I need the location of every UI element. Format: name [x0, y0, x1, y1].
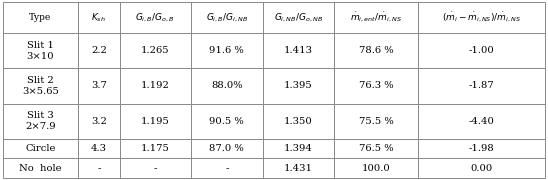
Text: 1.192: 1.192 [141, 82, 170, 91]
Text: $K_{sh}$: $K_{sh}$ [92, 11, 106, 24]
Text: -1.98: -1.98 [469, 144, 495, 153]
Text: 2.2: 2.2 [91, 46, 107, 55]
Text: 0.00: 0.00 [471, 164, 493, 173]
Text: 90.5 %: 90.5 % [209, 117, 244, 126]
Text: -1.00: -1.00 [469, 46, 495, 55]
Text: $\dot{m}_{i,ent}/\dot{m}_{i,NS}$: $\dot{m}_{i,ent}/\dot{m}_{i,NS}$ [350, 11, 402, 24]
Text: -: - [225, 164, 229, 173]
Text: $G_{i,NB}/G_{o,NB}$: $G_{i,NB}/G_{o,NB}$ [274, 11, 323, 24]
Text: Slit 1
3×10: Slit 1 3×10 [27, 41, 54, 61]
Text: 1.431: 1.431 [284, 164, 313, 173]
Text: Slit 2
3×5.65: Slit 2 3×5.65 [22, 76, 59, 96]
Text: -: - [153, 164, 157, 173]
Text: Type: Type [29, 13, 52, 22]
Text: 88.0%: 88.0% [211, 82, 243, 91]
Text: No  hole: No hole [19, 164, 62, 173]
Text: $G_{i,B}/G_{i,NB}$: $G_{i,B}/G_{i,NB}$ [206, 11, 248, 24]
Text: 78.6 %: 78.6 % [359, 46, 393, 55]
Text: 3.7: 3.7 [91, 82, 107, 91]
Text: $(\dot{m}_i-\dot{m}_{i,NS})/\dot{m}_{i,NS}$: $(\dot{m}_i-\dot{m}_{i,NS})/\dot{m}_{i,N… [442, 11, 521, 24]
Text: -: - [97, 164, 100, 173]
Text: 75.5 %: 75.5 % [359, 117, 393, 126]
Text: $G_{i,B}/G_{o,B}$: $G_{i,B}/G_{o,B}$ [135, 11, 175, 24]
Text: 3.2: 3.2 [91, 117, 107, 126]
Text: 4.3: 4.3 [91, 144, 107, 153]
Text: -4.40: -4.40 [469, 117, 495, 126]
Text: 100.0: 100.0 [362, 164, 391, 173]
Text: 1.265: 1.265 [141, 46, 169, 55]
Text: 87.0 %: 87.0 % [209, 144, 244, 153]
Text: Slit 3
2×7.9: Slit 3 2×7.9 [25, 111, 56, 131]
Text: 1.395: 1.395 [284, 82, 312, 91]
Text: -1.87: -1.87 [469, 82, 495, 91]
Text: 1.195: 1.195 [141, 117, 170, 126]
Text: 91.6 %: 91.6 % [209, 46, 244, 55]
Text: 1.394: 1.394 [284, 144, 313, 153]
Text: 76.5 %: 76.5 % [359, 144, 393, 153]
Text: Circle: Circle [25, 144, 56, 153]
Text: 76.3 %: 76.3 % [359, 82, 393, 91]
Text: 1.175: 1.175 [141, 144, 170, 153]
Text: 1.413: 1.413 [284, 46, 313, 55]
Text: 1.350: 1.350 [284, 117, 312, 126]
